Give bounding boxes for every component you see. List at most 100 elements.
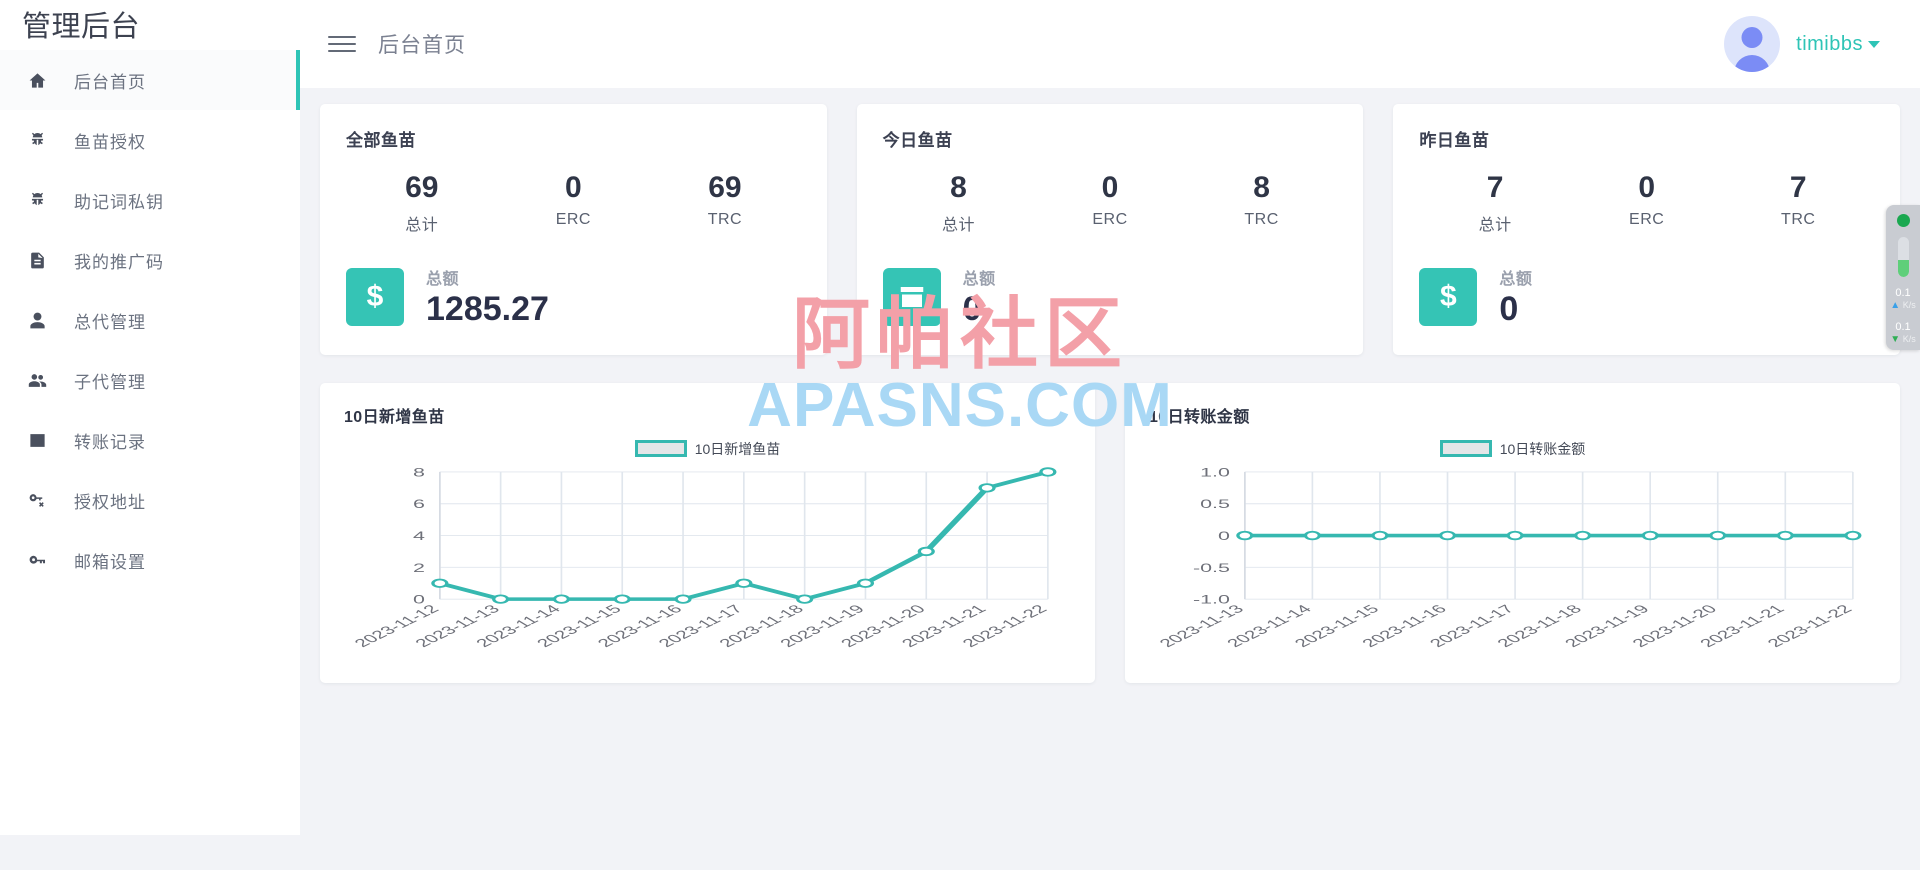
stat-column: 7 总计 [1419, 169, 1571, 235]
sidebar-item-label: 邮箱设置 [74, 552, 146, 572]
download-speed: 0.1 ▼ K/s [1890, 318, 1915, 345]
list-icon [22, 429, 52, 451]
stat-amount: 总额 1285.27 [426, 265, 549, 329]
chart-legend[interactable]: 10日新增鱼苗 [344, 439, 1071, 459]
stat-footer: 总额 0 [882, 265, 1338, 329]
sidebar-item-transfer-records[interactable]: 转账记录 [0, 410, 300, 470]
stat-amount-value: 0 [1499, 289, 1519, 328]
sidebar-item-label: 授权地址 [74, 492, 146, 512]
stat-columns: 8 总计 0 ERC 8 TRC [883, 169, 1338, 235]
stat-card-all-fish: 全部鱼苗 69 总计 0 ERC 69 TRC $ [320, 104, 827, 355]
sidebar-item-label: 助记词私钥 [74, 192, 164, 212]
dollar-icon: $ [346, 267, 404, 326]
person-icon [22, 309, 52, 331]
svg-text:1.0: 1.0 [1200, 465, 1230, 478]
sidebar: 管理后台 后台首页 鱼苗授权 助记词私钥 [0, 0, 300, 835]
sidebar-item-label: 子代管理 [74, 372, 146, 392]
network-speed-widget[interactable]: 0.1 ▲ K/s 0.1 ▼ K/s [1886, 205, 1920, 350]
stat-column: 8 总计 [883, 169, 1035, 235]
sidebar-item-authorized-address[interactable]: 授权地址 [0, 470, 300, 530]
legend-swatch-icon [1439, 440, 1492, 458]
sidebar-item-label: 我的推广码 [74, 252, 164, 272]
speed-slider[interactable] [1897, 237, 1909, 277]
stat-value: 69 [708, 171, 742, 204]
chart-body: 10日新增鱼苗 0 2 4 6 8 2023-11-12 2023-11-13 2023-11… [344, 433, 1071, 669]
sidebar-item-label: 后台首页 [74, 72, 146, 92]
brand-title: 管理后台 [22, 11, 141, 43]
stat-column: 0 ERC [1571, 169, 1723, 235]
chart-legend[interactable]: 10日转账金额 [1149, 439, 1876, 459]
sidebar-item-promo-code[interactable]: 我的推广码 [0, 230, 300, 290]
chart-body: 10日转账金额 -1.0 -0.5 0 0.5 1.0 2023-11-13 2023-11… [1149, 433, 1876, 669]
stat-amount-label: 总额 [962, 270, 996, 288]
key-icon [22, 549, 52, 571]
stat-column: 0 ERC [498, 169, 650, 235]
chart-card-transfer-amount: 10日转账金额 10日转账金额 -1.0 -0.5 0 0.5 1.0 2023-11-1… [1125, 382, 1900, 683]
sidebar-nav: 后台首页 鱼苗授权 助记词私钥 我的推广码 [0, 50, 300, 590]
chevron-down-icon [1868, 40, 1880, 48]
stat-card-title: 今日鱼苗 [882, 131, 953, 150]
status-dot-icon [1896, 214, 1910, 227]
legend-label: 10日转账金额 [1499, 440, 1586, 457]
user-menu[interactable]: timibbs [1724, 16, 1880, 72]
stat-column: 7 TRC [1722, 169, 1874, 235]
document-icon [22, 249, 52, 271]
stat-label: 总计 [405, 216, 439, 234]
stat-value: 0 [1101, 171, 1119, 204]
key-off-icon [22, 489, 52, 511]
people-icon [22, 369, 52, 391]
stat-amount: 总额 0 [1499, 265, 1532, 329]
stat-card-title: 昨日鱼苗 [1419, 131, 1490, 150]
stat-label: TRC [1781, 210, 1816, 228]
legend-swatch-icon [634, 440, 687, 458]
stat-amount-label: 总额 [426, 270, 460, 288]
stat-columns: 69 总计 0 ERC 69 TRC [346, 169, 801, 235]
arrow-up-icon: ▲ [1890, 300, 1901, 311]
sidebar-item-email-settings[interactable]: 邮箱设置 [0, 530, 300, 590]
stat-value: 7 [1486, 171, 1504, 204]
stat-amount-label: 总额 [1499, 270, 1533, 288]
upload-value: 0.1 [1895, 287, 1911, 299]
stat-value: 8 [1253, 171, 1270, 204]
chart-card-row: 10日新增鱼苗 10日新增鱼苗 0 2 4 6 8 2023-11-12 2023-11-1… [320, 382, 1900, 683]
bug-icon [22, 189, 52, 211]
sidebar-item-label: 鱼苗授权 [74, 132, 146, 152]
svg-text:-0.5: -0.5 [1193, 561, 1230, 574]
svg-text:0: 0 [413, 592, 425, 605]
stat-card-row: 全部鱼苗 69 总计 0 ERC 69 TRC $ [320, 104, 1901, 355]
chart-card-title: 10日转账金额 [1149, 408, 1250, 426]
svg-text:2: 2 [413, 561, 425, 574]
home-icon [22, 69, 52, 91]
hamburger-icon[interactable] [328, 32, 356, 56]
upload-unit: K/s [1902, 300, 1916, 310]
sidebar-item-sub-agent-management[interactable]: 子代管理 [0, 350, 300, 410]
stat-footer: $ 总额 0 [1419, 265, 1874, 329]
chart-card-new-fish: 10日新增鱼苗 10日新增鱼苗 0 2 4 6 8 2023-11-12 2023-11-1… [320, 382, 1095, 683]
stat-column: 8 TRC [1186, 169, 1338, 235]
svg-text:4: 4 [413, 529, 425, 542]
stat-card-today-fish: 今日鱼苗 8 总计 0 ERC 8 TRC [856, 104, 1364, 355]
sidebar-item-label: 转账记录 [74, 432, 146, 452]
arrow-down-icon: ▼ [1890, 334, 1901, 345]
stat-amount-value: 1285.27 [426, 289, 549, 328]
stat-label: ERC [1092, 210, 1128, 228]
stat-card-yesterday-fish: 昨日鱼苗 7 总计 0 ERC 7 TRC $ [1393, 104, 1901, 355]
main-content: 全部鱼苗 69 总计 0 ERC 69 TRC $ [300, 88, 1920, 870]
sidebar-item-fish-auth[interactable]: 鱼苗授权 [0, 110, 300, 170]
sidebar-item-home[interactable]: 后台首页 [0, 50, 300, 110]
stat-card-title: 全部鱼苗 [346, 131, 416, 150]
sidebar-item-agent-management[interactable]: 总代管理 [0, 290, 300, 350]
stat-column: 0 ERC [1034, 169, 1186, 235]
top-header: 后台首页 timibbs [300, 0, 1920, 88]
legend-label: 10日新增鱼苗 [694, 440, 781, 457]
svg-text:6: 6 [413, 497, 425, 510]
stat-label: TRC [707, 210, 743, 228]
stat-label: TRC [1244, 210, 1279, 228]
sidebar-item-mnemonic-key[interactable]: 助记词私钥 [0, 170, 300, 230]
chart-card-title: 10日新增鱼苗 [344, 408, 445, 426]
svg-text:0.5: 0.5 [1200, 497, 1230, 510]
stat-value: 7 [1789, 171, 1807, 204]
stat-value: 0 [1638, 171, 1656, 204]
stat-label: ERC [555, 210, 591, 228]
